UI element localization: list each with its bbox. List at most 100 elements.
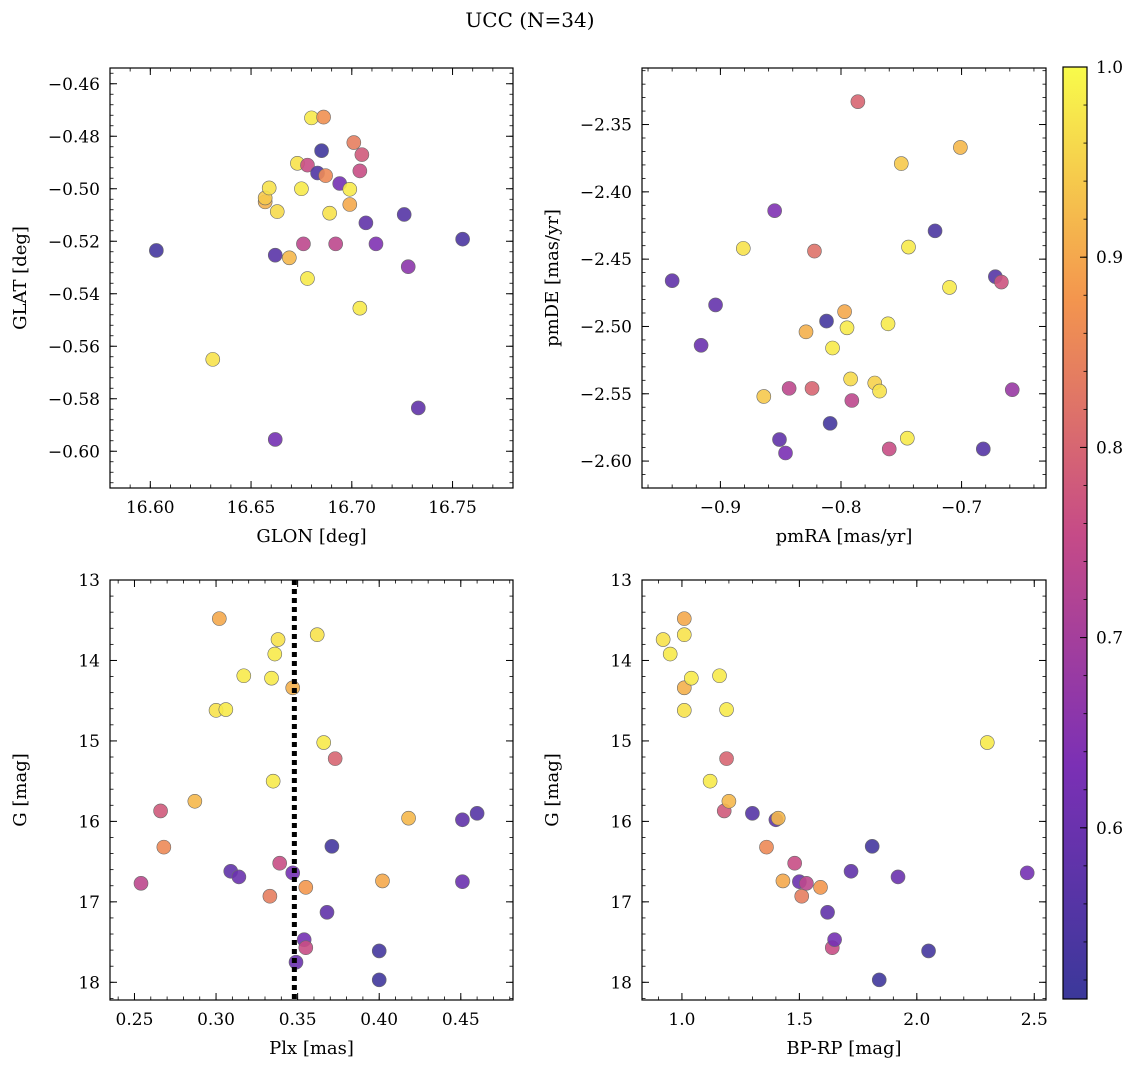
x-tick-label: 2.0: [903, 1010, 930, 1030]
y-tick-label: −0.46: [48, 75, 100, 95]
y-tick-label: 15: [78, 732, 100, 752]
scatter-point: [400, 259, 416, 275]
y-tick-label: −0.48: [48, 127, 100, 147]
scatter-point: [371, 972, 387, 988]
scatter-point: [837, 304, 852, 319]
scatter-point: [702, 773, 718, 789]
x-tick-label: 16.65: [227, 498, 276, 518]
x-axis-label: pmRA [mas/yr]: [776, 526, 913, 547]
scatter-point: [455, 874, 470, 890]
y-tick-label: 16: [610, 812, 632, 832]
y-tick-label: −0.52: [48, 232, 100, 252]
scatter-point: [819, 313, 834, 329]
scatter-point: [778, 445, 793, 461]
x-tick-label: 0.30: [197, 1010, 235, 1030]
y-tick-label: 13: [78, 571, 100, 591]
scatter-point: [655, 632, 671, 647]
colorbar-tick-label: 0.6: [1096, 819, 1123, 839]
scatter-point: [187, 793, 203, 809]
scatter-point: [756, 389, 772, 404]
y-tick-label: −0.54: [48, 285, 100, 305]
scatter-point: [979, 735, 995, 750]
y-tick-label: −2.60: [580, 452, 632, 472]
x-axis-label: Plx [mas]: [269, 1038, 354, 1059]
scatter-point: [881, 441, 897, 457]
scatter-panel-3: 0.25 0.30 0.35 0.40 0.45 13 14 15 16 17 18 Plx [mas…: [10, 571, 514, 1059]
axes-frame: [641, 579, 1047, 1001]
scatter-point: [298, 940, 314, 956]
scatter-point: [396, 207, 412, 222]
y-tick-label: −2.55: [580, 385, 632, 405]
y-tick-label: −0.58: [48, 390, 100, 410]
x-tick-label: −0.8: [820, 498, 861, 518]
y-tick-label: −2.35: [580, 116, 632, 136]
y-tick-label: 13: [610, 571, 632, 591]
colorbar-tick-label: 0.8: [1096, 438, 1123, 458]
x-tick-label: 1.0: [668, 1010, 695, 1030]
scatter-point: [267, 247, 283, 263]
scatter-point: [770, 810, 786, 826]
colorbar-tick-label: 1.0: [1096, 58, 1123, 78]
scatter-point: [218, 702, 234, 717]
scatter-point: [820, 904, 835, 920]
scatter-point: [721, 793, 737, 809]
colorbar-tick-label: 0.7: [1096, 629, 1123, 649]
x-tick-label: 0.35: [279, 1010, 317, 1030]
axes-frame: [109, 579, 514, 1001]
scatter-point: [890, 869, 906, 885]
scatter-point: [282, 250, 297, 266]
scatter-point: [156, 839, 172, 855]
y-tick-label: 18: [610, 973, 632, 993]
scatter-point: [316, 109, 331, 125]
x-tick-label: 0.25: [116, 1010, 154, 1030]
scatter-point: [843, 863, 859, 879]
scatter-point: [375, 873, 390, 889]
colorbar-tick-label: 0.9: [1096, 248, 1123, 268]
scatter-point: [719, 702, 734, 717]
scatter-point: [264, 670, 279, 686]
scatter-point: [712, 668, 727, 684]
scatter-point: [346, 135, 362, 150]
scatter-point: [781, 381, 797, 396]
scatter-point: [352, 163, 368, 179]
scatter-point: [676, 703, 692, 718]
y-tick-label: 17: [78, 893, 100, 913]
scatter-point: [294, 181, 309, 197]
scatter-point: [719, 751, 734, 766]
scatter-point: [314, 143, 329, 158]
colorbar-gradient: [1062, 66, 1088, 1000]
scatter-point: [953, 140, 968, 155]
scatter-point: [236, 668, 252, 684]
scatter-point: [300, 271, 315, 286]
scatter-point: [794, 888, 810, 904]
scatter-point: [319, 904, 335, 920]
scatter-point: [212, 611, 227, 626]
scatter-point: [693, 338, 709, 353]
scatter-point: [798, 324, 814, 340]
colorbar: 0.6 0.7 0.8 0.9 1.0: [1062, 58, 1123, 1000]
scatter-point: [272, 855, 287, 871]
scatter-point: [844, 393, 860, 408]
x-tick-label: 2.5: [1021, 1010, 1048, 1030]
scatter-point: [231, 869, 247, 885]
scatter-point: [759, 839, 774, 855]
scatter-point: [893, 156, 909, 171]
scatter-point: [342, 181, 358, 197]
scatter-point: [927, 223, 943, 239]
x-tick-label: 16.70: [327, 498, 376, 518]
scatter-point: [772, 432, 787, 447]
y-tick-label: −2.50: [580, 317, 632, 337]
y-tick-label: −2.45: [580, 250, 632, 270]
y-tick-label: 16: [78, 812, 100, 832]
y-axis-label: G [mag]: [542, 753, 563, 826]
y-axis-label: pmDE [mas/yr]: [542, 209, 563, 347]
scatter-point: [807, 243, 822, 259]
scatter-point: [267, 432, 283, 447]
scatter-point: [745, 806, 760, 821]
scatter-point: [843, 371, 858, 387]
scatter-point: [799, 876, 814, 891]
scatter-point: [401, 810, 416, 826]
scatter-point: [352, 300, 368, 316]
scatter-point: [827, 932, 842, 947]
